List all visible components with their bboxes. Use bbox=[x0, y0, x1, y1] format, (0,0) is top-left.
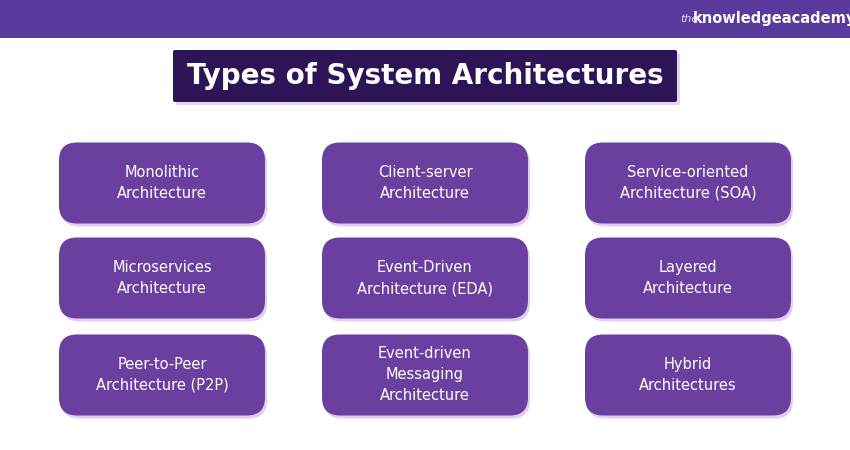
Text: Client-server
Architecture: Client-server Architecture bbox=[377, 165, 473, 201]
FancyBboxPatch shape bbox=[322, 238, 528, 319]
FancyBboxPatch shape bbox=[324, 338, 530, 418]
FancyBboxPatch shape bbox=[585, 238, 791, 319]
Text: Service-oriented
Architecture (SOA): Service-oriented Architecture (SOA) bbox=[620, 165, 756, 201]
FancyBboxPatch shape bbox=[587, 240, 793, 321]
Text: Peer-to-Peer
Architecture (P2P): Peer-to-Peer Architecture (P2P) bbox=[95, 357, 229, 393]
FancyBboxPatch shape bbox=[322, 143, 528, 224]
FancyBboxPatch shape bbox=[173, 50, 677, 102]
FancyBboxPatch shape bbox=[585, 334, 791, 415]
FancyBboxPatch shape bbox=[59, 143, 265, 224]
FancyBboxPatch shape bbox=[176, 53, 680, 105]
FancyBboxPatch shape bbox=[59, 238, 265, 319]
Text: Layered
Architecture: Layered Architecture bbox=[643, 260, 733, 296]
Text: Hybrid
Architectures: Hybrid Architectures bbox=[639, 357, 737, 393]
FancyBboxPatch shape bbox=[587, 145, 793, 226]
FancyBboxPatch shape bbox=[61, 240, 267, 321]
FancyBboxPatch shape bbox=[324, 145, 530, 226]
FancyBboxPatch shape bbox=[61, 338, 267, 418]
Text: Event-driven
Messaging
Architecture: Event-driven Messaging Architecture bbox=[378, 346, 472, 404]
Text: Types of System Architectures: Types of System Architectures bbox=[187, 62, 663, 90]
Text: Monolithic
Architecture: Monolithic Architecture bbox=[117, 165, 207, 201]
FancyBboxPatch shape bbox=[324, 240, 530, 321]
FancyBboxPatch shape bbox=[322, 334, 528, 415]
FancyBboxPatch shape bbox=[59, 334, 265, 415]
FancyBboxPatch shape bbox=[585, 143, 791, 224]
Text: knowledgeacademy: knowledgeacademy bbox=[693, 12, 850, 27]
FancyBboxPatch shape bbox=[61, 145, 267, 226]
Text: Event-Driven
Architecture (EDA): Event-Driven Architecture (EDA) bbox=[357, 260, 493, 296]
Text: Microservices
Architecture: Microservices Architecture bbox=[112, 260, 212, 296]
Text: the: the bbox=[680, 14, 698, 24]
FancyBboxPatch shape bbox=[587, 338, 793, 418]
FancyBboxPatch shape bbox=[0, 0, 850, 38]
